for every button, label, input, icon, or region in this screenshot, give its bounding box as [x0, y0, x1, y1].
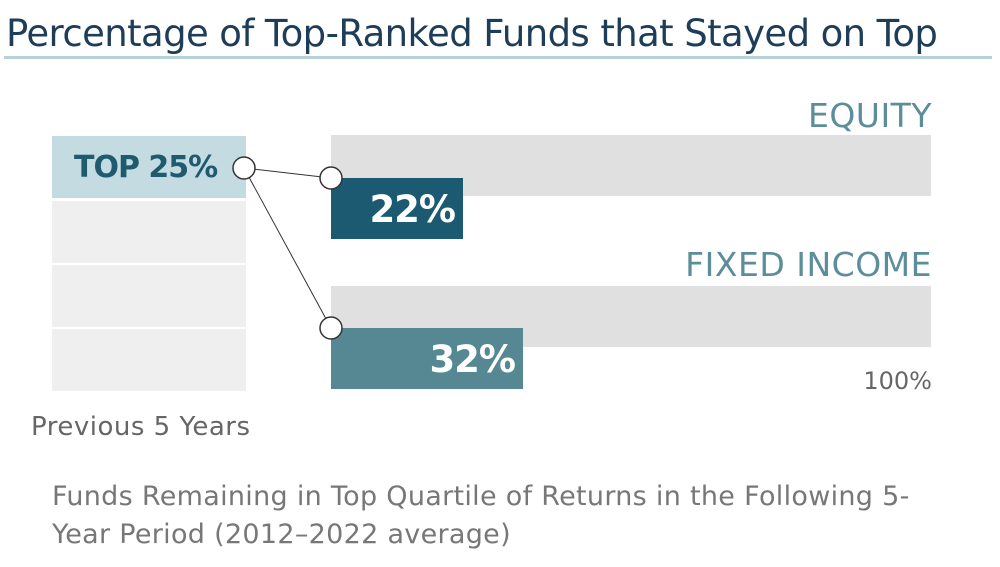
chart-title: Percentage of Top-Ranked Funds that Stay… — [6, 12, 938, 55]
equity-connector-line — [243, 167, 332, 179]
quartile-block-3 — [52, 265, 246, 327]
equity-value-label: 22% — [369, 188, 456, 231]
chart-subtitle: Funds Remaining in Top Quartile of Retur… — [52, 481, 910, 550]
fixed-income-bar: 32% — [331, 328, 523, 389]
previous-period-label: Previous 5 Years — [31, 412, 251, 442]
source-node — [232, 156, 256, 180]
title-underline — [4, 56, 992, 59]
equity-bar: 22% — [331, 178, 463, 239]
top-quartile-block: TOP 25% — [52, 136, 246, 198]
fixed-income-node — [319, 316, 343, 340]
quartile-block-2 — [52, 201, 246, 263]
previous-period-column: TOP 25% — [52, 136, 246, 392]
quartile-block-4 — [52, 329, 246, 391]
top-quartile-label: TOP 25% — [74, 150, 218, 185]
equity-node — [319, 166, 343, 190]
equity-label: EQUITY — [807, 96, 932, 135]
fixed-income-label: FIXED INCOME — [685, 245, 932, 284]
scale-max-label: 100% — [863, 367, 932, 395]
fixed-income-connector-line — [243, 167, 332, 329]
fixed-income-value-label: 32% — [429, 338, 516, 381]
